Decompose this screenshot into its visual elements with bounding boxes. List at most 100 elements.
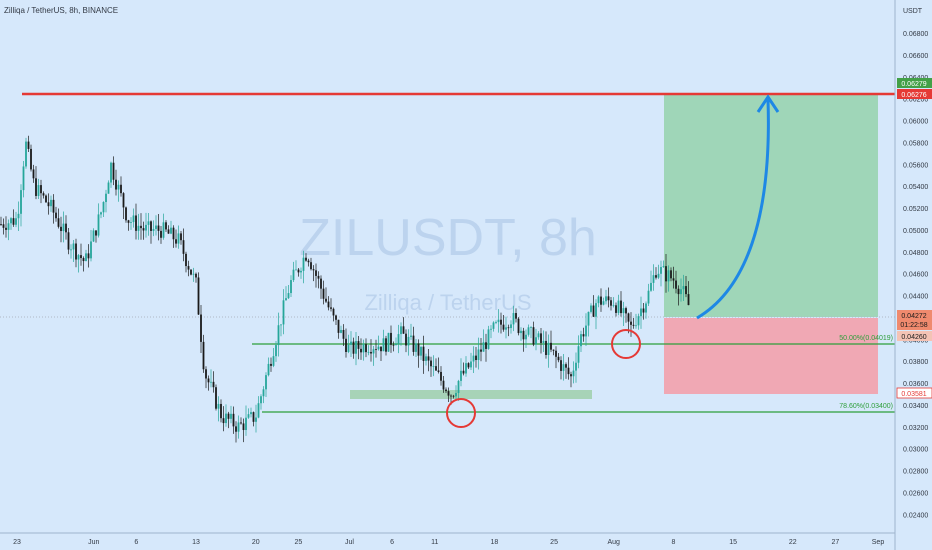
candle-body — [220, 403, 222, 419]
candle-body — [330, 307, 332, 309]
candle-body — [385, 338, 387, 352]
price-tick-label: 0.05600 — [903, 162, 928, 169]
candle-body — [67, 232, 70, 250]
candle-body — [187, 266, 190, 270]
candle-body — [637, 316, 640, 326]
candle-body — [485, 342, 487, 349]
projection-arrow[interactable] — [696, 99, 770, 320]
price-tick-label: 0.02400 — [903, 512, 928, 519]
candle-body — [472, 355, 475, 362]
retest-circle-marker[interactable] — [611, 329, 641, 359]
candle-body — [570, 374, 572, 377]
candle-body — [282, 300, 285, 325]
swing-low-circle-marker[interactable] — [446, 398, 476, 428]
candle-body — [550, 342, 552, 350]
candle-body — [227, 413, 230, 419]
candle-body — [455, 393, 457, 397]
candle-body — [215, 387, 217, 409]
candle-body — [127, 220, 130, 223]
candle-body — [542, 340, 545, 343]
candle-body — [575, 362, 577, 371]
candle-body — [77, 255, 80, 260]
candle-body — [417, 343, 420, 356]
candle-body — [307, 260, 310, 263]
candle-body — [367, 351, 370, 353]
candle-body — [262, 389, 265, 397]
candle-body — [580, 334, 582, 347]
candle-body — [167, 229, 170, 234]
candle-body — [647, 290, 650, 304]
candle-body — [190, 269, 192, 275]
candle-body — [415, 343, 417, 352]
candle-body — [70, 249, 72, 251]
candle-body — [592, 305, 595, 317]
countdown-tag-text: 01:22:58 — [900, 322, 927, 329]
candle-body — [610, 300, 612, 306]
candle-body — [537, 333, 540, 338]
candle-body — [175, 239, 177, 244]
candle-body — [32, 169, 35, 179]
candle-body — [310, 262, 312, 270]
candle-body — [625, 308, 627, 314]
candle-body — [425, 356, 427, 361]
candle-body — [377, 346, 380, 350]
candle-body — [535, 337, 537, 345]
candle-body — [392, 344, 395, 346]
candle-body — [15, 218, 17, 225]
time-tick-label: 6 — [390, 539, 394, 546]
candle-body — [615, 305, 617, 313]
candle-body — [342, 329, 345, 339]
candle-body — [340, 329, 342, 333]
candle-body — [675, 280, 677, 289]
candle-body — [360, 348, 362, 353]
candle-body — [465, 363, 467, 374]
candle-body — [265, 375, 267, 390]
candle-body — [235, 426, 237, 432]
candle-body — [677, 288, 680, 295]
current-price-tag-text: 0.04272 — [901, 313, 926, 320]
candle-body — [460, 370, 462, 381]
candle-body — [642, 308, 645, 313]
candle-body — [352, 341, 355, 354]
candle-body — [567, 367, 570, 375]
candle-body — [245, 417, 247, 431]
candle-body — [630, 321, 632, 325]
candle-body — [442, 380, 445, 390]
candle-body — [20, 190, 22, 214]
candle-body — [357, 341, 360, 349]
time-tick-label: 11 — [431, 539, 438, 546]
candle-body — [57, 218, 60, 227]
candle-body — [482, 342, 485, 352]
candle-body — [487, 329, 490, 349]
candle-body — [600, 296, 602, 305]
price-tick-label: 0.06600 — [903, 53, 928, 60]
candle-body — [140, 225, 142, 229]
time-axis-ticks[interactable]: 23 Jun 6 13 20 25 Jul 6 11 18 25 Aug 8 15 22 27 Sep — [13, 539, 884, 546]
candle-body — [207, 378, 210, 383]
price-tick-label: 0.06200 — [903, 97, 928, 104]
candle-body — [577, 346, 580, 363]
candle-body — [467, 363, 470, 368]
candle-body — [327, 301, 330, 308]
candle-body — [230, 413, 232, 419]
candle-body — [665, 266, 667, 282]
candle-body — [607, 296, 610, 301]
candle-body — [430, 360, 432, 367]
candle-body — [350, 341, 352, 345]
candle-body — [530, 327, 532, 328]
time-tick-label: 27 — [831, 539, 839, 546]
candle-body — [597, 296, 600, 304]
candle-body — [75, 243, 77, 260]
candle-body — [0, 224, 2, 225]
candle-body — [497, 319, 500, 323]
time-tick-label: 23 — [13, 539, 21, 546]
candle-body — [252, 412, 255, 422]
stop-zone — [664, 318, 878, 394]
candle-body — [500, 319, 502, 325]
candle-body — [192, 273, 195, 275]
candle-body — [355, 341, 357, 354]
candle-body — [602, 301, 605, 305]
target-zone — [664, 95, 878, 317]
candle-body — [195, 273, 197, 278]
